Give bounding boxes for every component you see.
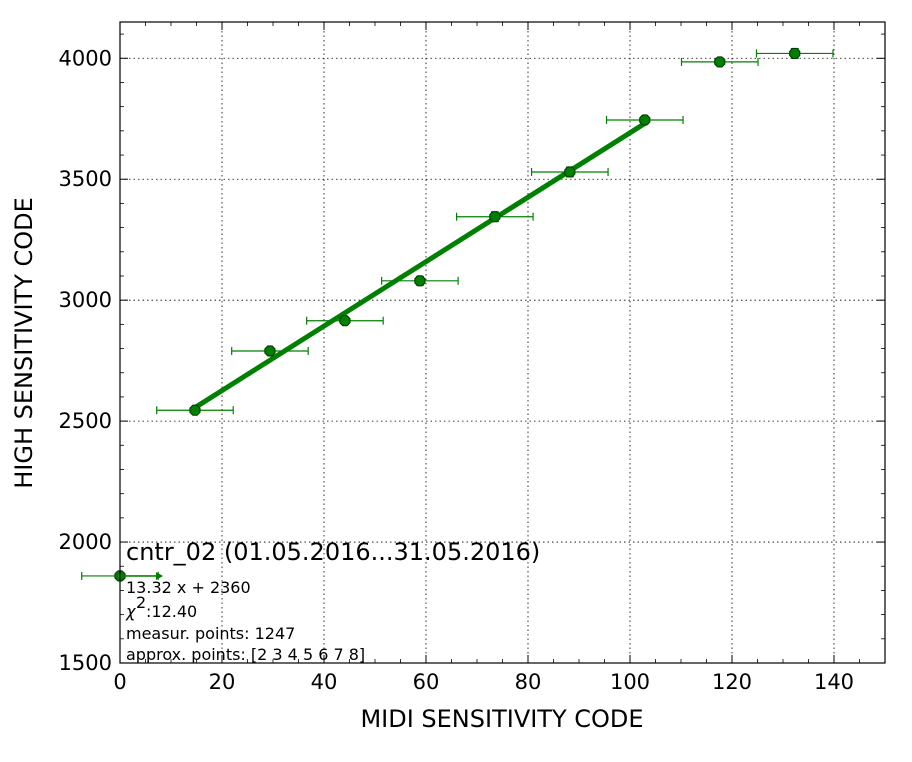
x-tick-label: 20 [209,670,236,694]
data-point [789,47,801,60]
data-point [339,315,351,327]
chi2-annotation: χ 2 :12.40 [125,593,197,621]
x-tick-label: 120 [712,670,752,694]
chart-title: cntr_02 (01.05.2016...31.05.2016) [126,538,540,566]
y-tick-label: 2500 [59,409,112,433]
x-tick-label: 100 [610,670,650,694]
approx-points-label: approx. points: [2 3 4 5 6 7 8] [126,645,365,664]
x-tick-label: 0 [113,670,126,694]
x-tick-label: 60 [413,670,440,694]
grid [120,22,885,663]
x-axis-label: MIDI SENSITIVITY CODE [360,705,643,733]
data-point [264,345,276,357]
data-point [489,211,501,223]
x-tick-label: 40 [311,670,338,694]
chi2-value: :12.40 [146,602,197,621]
y-tick-label: 3000 [59,288,112,312]
data-point [639,114,651,126]
y-tick-label: 2000 [59,530,112,554]
y-tick-label: 1500 [59,651,112,675]
plot-frame [119,21,886,664]
y-tick-label: 3500 [59,167,112,191]
x-tick-label: 140 [814,670,854,694]
data-point [564,166,576,178]
measur-points-label: measur. points: 1247 [126,624,295,643]
data-point [414,275,426,287]
y-tick-label: 4000 [59,46,112,70]
chi-symbol: χ [125,602,136,621]
fit-equation: 13.32 x + 2360 [126,578,251,597]
chi-exponent: 2 [136,593,146,612]
data-point [714,56,726,68]
ticks: 0 20 40 60 80 100 120 140 1500 2000 2500 3000 3500 40… [59,22,886,694]
y-axis-label: HIGH SENSITIVITY CODE [10,197,38,489]
x-tick-label: 80 [515,670,542,694]
data-point [189,404,201,416]
legend-arrow [124,572,163,580]
